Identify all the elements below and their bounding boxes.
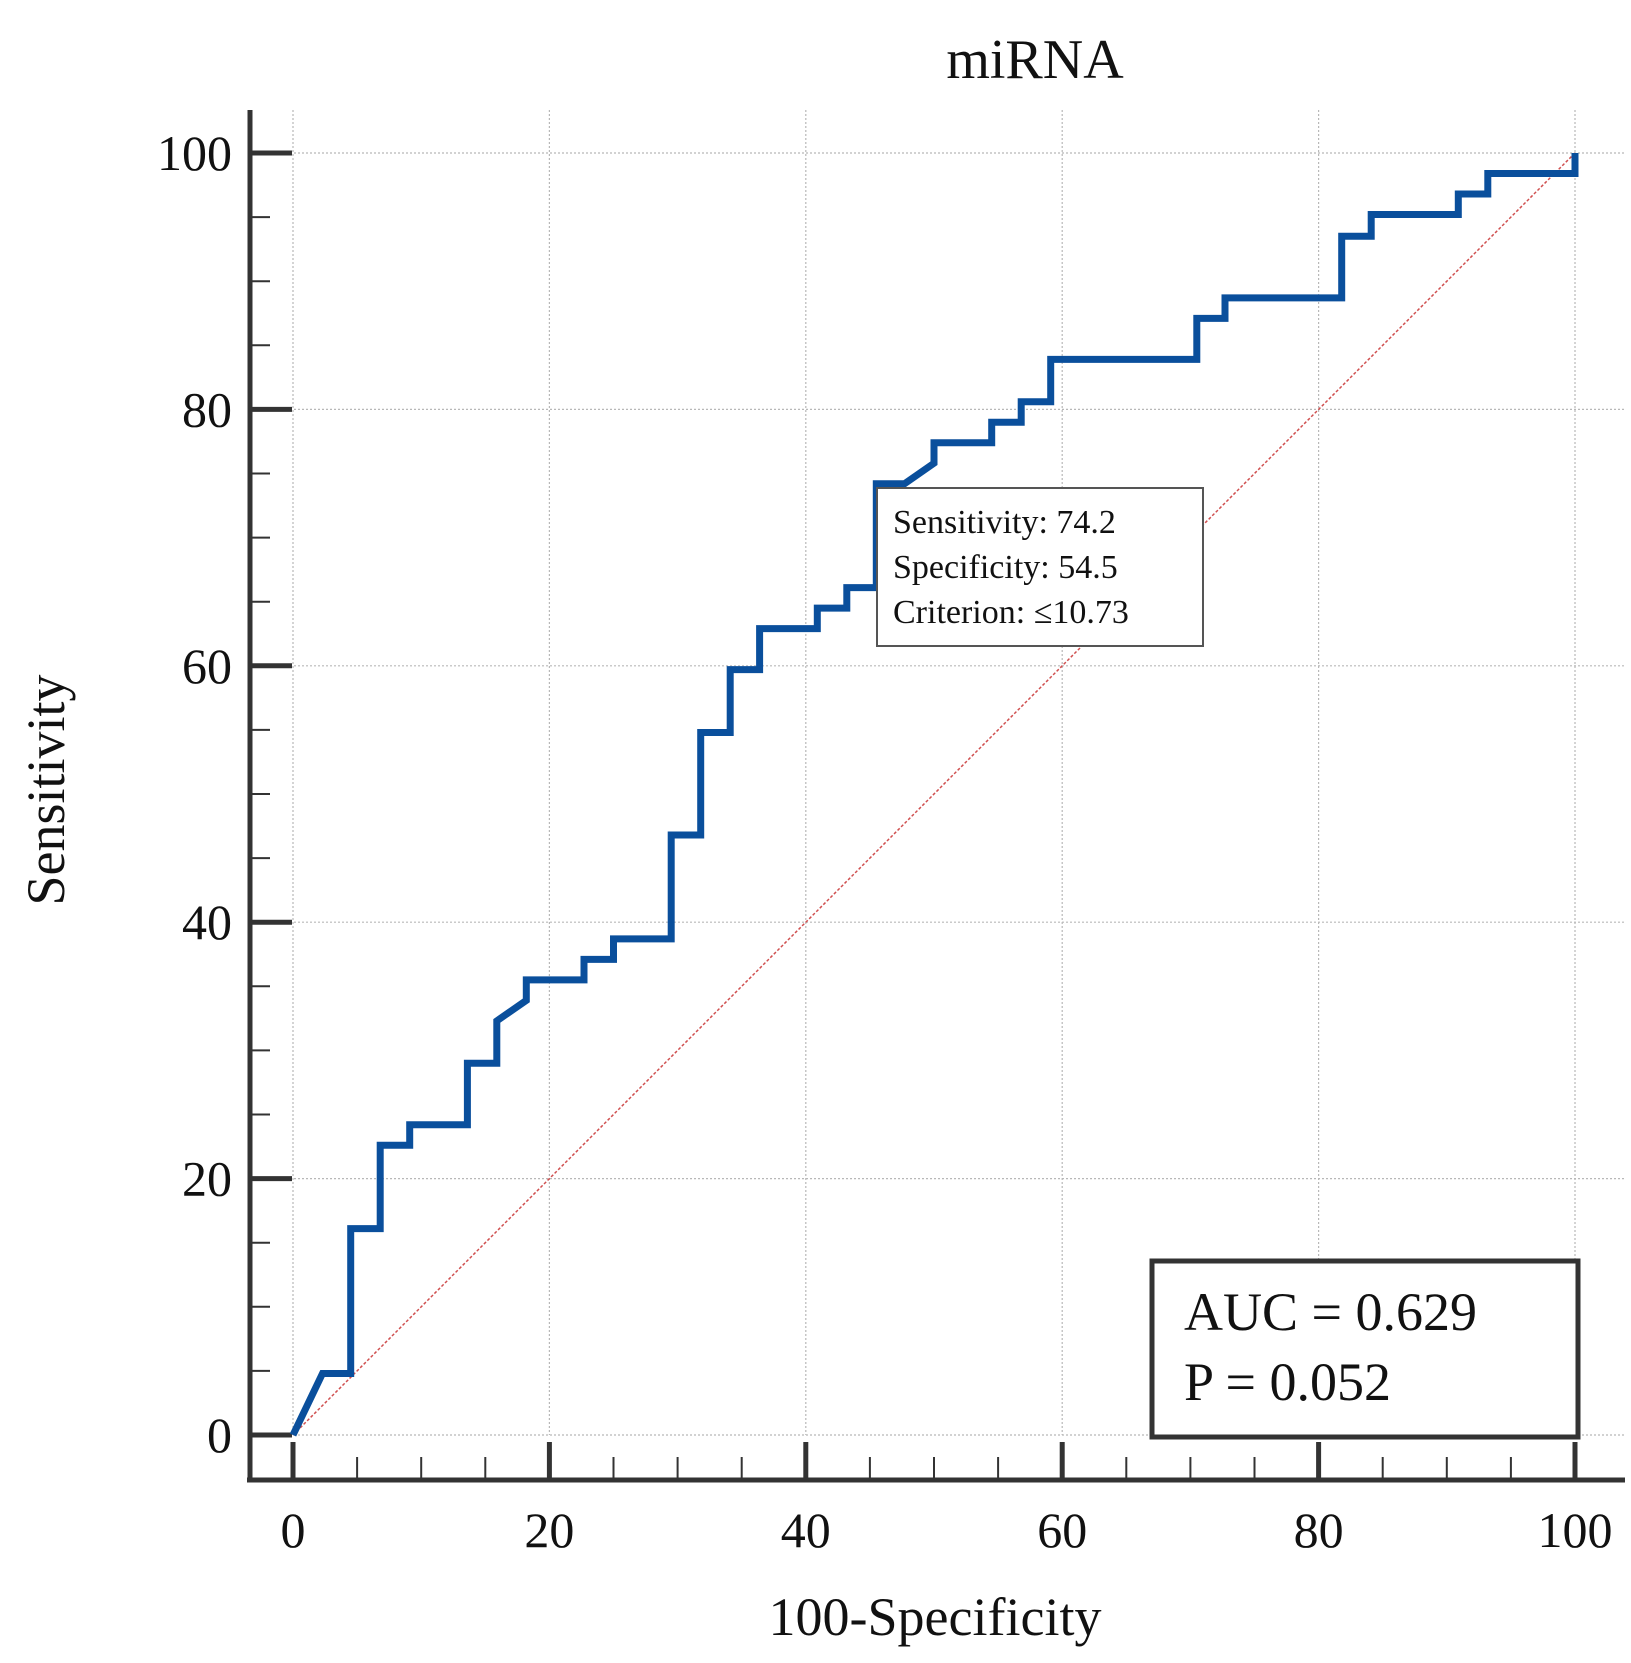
y-tick-label: 20 <box>182 1151 232 1207</box>
annotation-sensitivity: Sensitivity: 74.2 <box>893 504 1116 541</box>
chart-title: miRNA <box>946 29 1124 91</box>
p-value: P = 0.052 <box>1184 1352 1391 1412</box>
y-tick-label: 80 <box>182 381 232 437</box>
x-tick-label: 60 <box>1037 1502 1087 1558</box>
annotation-specificity: Specificity: 54.5 <box>893 549 1118 586</box>
annotation-criterion: Criterion: ≤10.73 <box>893 594 1129 631</box>
y-tick-label: 0 <box>207 1407 232 1463</box>
auc-stats-box: AUC = 0.629 P = 0.052 <box>1149 1258 1581 1440</box>
auc-value: AUC = 0.629 <box>1184 1282 1477 1342</box>
x-tick-label: 0 <box>281 1502 306 1558</box>
axis-ticks <box>250 150 1578 1480</box>
y-tick-labels: 0 20 40 60 80 100 <box>157 125 232 1463</box>
x-axis-label: 100-Specificity <box>769 1587 1102 1647</box>
criterion-annotation-box: Sensitivity: 74.2 Specificity: 54.5 Crit… <box>876 487 1204 647</box>
x-tick-label: 100 <box>1538 1502 1613 1558</box>
x-tick-labels: 0 20 40 60 80 100 <box>281 1502 1613 1558</box>
y-tick-label: 60 <box>182 638 232 694</box>
y-tick-label: 40 <box>182 894 232 950</box>
x-tick-label: 40 <box>781 1502 831 1558</box>
x-tick-label: 20 <box>524 1502 574 1558</box>
x-tick-label: 80 <box>1294 1502 1344 1558</box>
reference-diagonal-line <box>292 152 1576 1436</box>
y-axis-label: Sensitivity <box>16 674 76 905</box>
roc-curve-line <box>289 153 1579 1437</box>
y-tick-label: 100 <box>157 125 232 181</box>
